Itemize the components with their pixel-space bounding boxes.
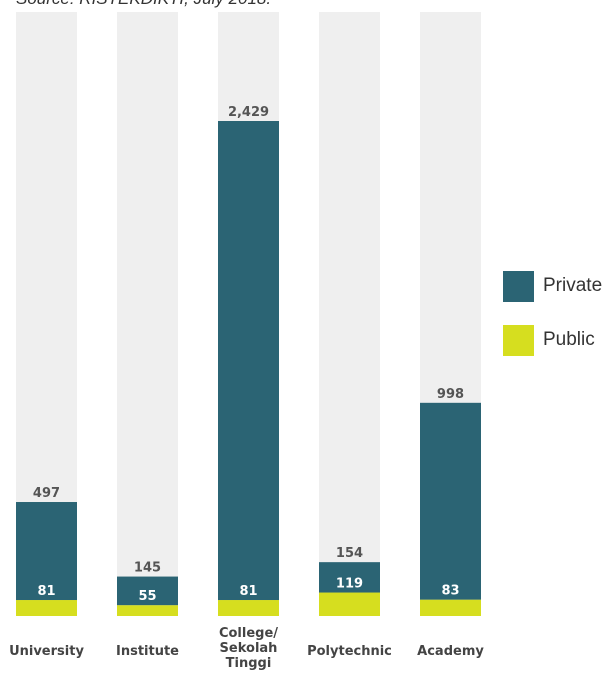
- bar-private-institute: [117, 576, 178, 606]
- bar-private-academy: [420, 402, 481, 600]
- value-label-private-polytechnic: 154: [336, 546, 363, 561]
- value-label-public-college-sekolah-tinggi: 81: [239, 584, 257, 599]
- bar-private-polytechnic: [319, 562, 380, 593]
- bar-public-academy: [420, 599, 481, 616]
- legend-swatch-public: [503, 325, 534, 356]
- value-label-private-academy: 998: [437, 387, 464, 402]
- bar-private-university: [16, 502, 77, 601]
- value-label-public-academy: 83: [441, 584, 459, 599]
- value-label-public-institute: 55: [138, 589, 156, 604]
- category-label-university: University: [9, 644, 84, 659]
- bar-track-institute: [117, 12, 178, 616]
- bar-public-college-sekolah-tinggi: [218, 600, 279, 616]
- value-label-public-polytechnic: 119: [336, 577, 363, 592]
- category-label-institute: Institute: [116, 644, 179, 659]
- value-label-private-college-sekolah-tinggi: 2,429: [228, 105, 269, 120]
- category-label-college-sekolah-tinggi: College/Sekolah Tinggi: [219, 626, 278, 671]
- source-note: Source: RISTEKDIKTI, July 2018.: [16, 0, 271, 9]
- bar-public-institute: [117, 605, 178, 616]
- legend-swatch-private: [503, 271, 534, 302]
- bar-track-polytechnic: [319, 12, 380, 616]
- value-label-public-university: 81: [37, 584, 55, 599]
- value-label-private-university: 497: [33, 486, 60, 501]
- bar-public-university: [16, 600, 77, 616]
- category-label-polytechnic: Polytechnic: [307, 644, 392, 659]
- category-label-academy: Academy: [417, 644, 484, 659]
- legend-label-private: Private: [543, 275, 603, 296]
- value-label-private-institute: 145: [134, 561, 161, 576]
- legend-label-public: Public: [543, 329, 595, 350]
- bar-private-college-sekolah-tinggi: [218, 121, 279, 601]
- bar-public-polytechnic: [319, 592, 380, 616]
